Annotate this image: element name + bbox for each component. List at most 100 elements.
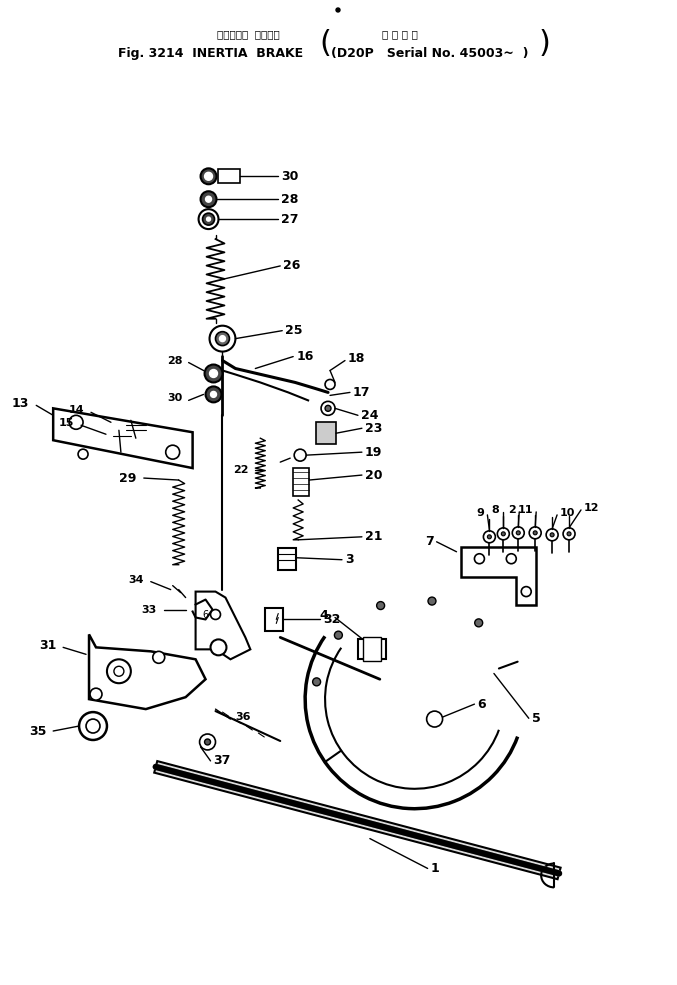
Text: 7: 7 [425,535,433,549]
Text: 15: 15 [59,419,74,428]
Text: 8: 8 [492,505,500,515]
Circle shape [427,711,443,727]
Circle shape [506,554,517,563]
Circle shape [563,528,575,540]
Circle shape [546,529,558,541]
Text: 17: 17 [353,386,370,399]
Circle shape [166,445,179,459]
Text: 21: 21 [365,530,383,544]
Text: 37: 37 [213,755,231,767]
Circle shape [209,326,236,352]
Circle shape [533,531,537,535]
Text: 34: 34 [129,574,144,585]
Circle shape [78,449,88,459]
Text: 30: 30 [281,169,299,183]
Circle shape [153,651,165,663]
Text: 9: 9 [477,508,485,518]
Text: 29: 29 [119,472,137,485]
Bar [293,468,309,496]
Text: 28: 28 [167,356,183,365]
Circle shape [498,528,509,540]
Text: 23: 23 [365,422,383,434]
Text: 14: 14 [68,406,84,416]
Circle shape [211,610,221,620]
Circle shape [376,602,385,610]
Circle shape [219,336,225,342]
Text: 11: 11 [518,505,533,515]
Text: Fig. 3214  INERTIA  BRAKE: Fig. 3214 INERTIA BRAKE [118,47,303,60]
Text: 6: 6 [477,697,486,710]
Circle shape [209,369,217,377]
Text: 33: 33 [141,605,157,615]
Circle shape [206,196,211,202]
Text: (: ( [319,30,331,58]
Text: 27: 27 [281,213,299,226]
Circle shape [69,416,83,429]
Text: 30: 30 [167,393,183,404]
Polygon shape [154,761,561,880]
Polygon shape [53,409,192,468]
Circle shape [475,619,483,626]
Circle shape [204,739,211,745]
Text: 6: 6 [202,611,209,621]
Text: 36: 36 [236,712,251,722]
Text: 適 用 号 機: 適 用 号 機 [382,29,418,38]
Polygon shape [89,634,206,709]
Circle shape [86,719,100,733]
Circle shape [334,631,343,639]
Circle shape [211,639,227,655]
Text: 20: 20 [365,469,383,482]
Polygon shape [462,547,536,605]
Text: 12: 12 [584,503,600,513]
Text: 13: 13 [12,397,29,410]
Bar [278,548,296,569]
Text: 22: 22 [233,465,248,475]
Text: 18: 18 [348,352,366,365]
Circle shape [321,401,335,416]
Circle shape [487,535,492,539]
Bar [358,639,386,659]
Text: 16: 16 [296,350,313,363]
Circle shape [428,597,436,605]
Text: 25: 25 [285,324,303,337]
Text: 31: 31 [39,639,56,652]
Bar [219,169,240,183]
Text: 32: 32 [323,613,341,626]
Circle shape [336,8,340,12]
Text: 3: 3 [345,554,353,566]
Polygon shape [196,592,250,659]
Circle shape [502,532,505,536]
Circle shape [483,531,496,543]
Circle shape [79,712,107,740]
Circle shape [215,332,230,346]
Text: 5: 5 [531,712,540,725]
Text: 35: 35 [29,725,46,738]
Circle shape [206,386,221,402]
Circle shape [204,172,213,180]
Circle shape [529,527,541,539]
Circle shape [114,666,124,677]
Circle shape [211,391,217,397]
Circle shape [325,379,335,389]
Bar [363,637,381,661]
Bar [265,608,283,631]
Text: 2: 2 [508,505,517,515]
Text: (D20P   Serial No. 45003~  ): (D20P Serial No. 45003~ ) [331,47,528,60]
Text: 26: 26 [283,259,301,273]
Circle shape [517,531,520,535]
Text: イナーシャ  ブレーキ: イナーシャ ブレーキ [217,29,280,38]
Circle shape [567,532,571,536]
Circle shape [294,449,306,461]
Text: ): ) [538,30,550,58]
Circle shape [90,689,102,700]
Circle shape [107,659,131,684]
Text: 10: 10 [560,508,575,518]
Circle shape [200,168,217,184]
Text: 19: 19 [365,445,383,459]
Circle shape [202,213,215,226]
Text: 4: 4 [320,609,328,622]
Text: 24: 24 [361,409,378,422]
Circle shape [200,734,215,750]
Circle shape [325,406,331,412]
Circle shape [204,364,223,382]
